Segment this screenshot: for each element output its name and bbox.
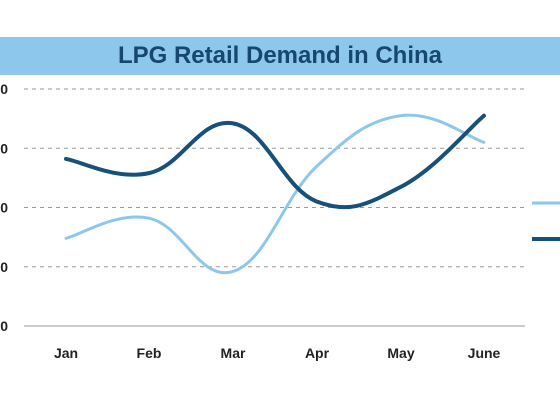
x-tick-label: Apr (305, 345, 330, 361)
x-tick-label: May (387, 345, 414, 361)
chart-title: LPG Retail Demand in China (117, 42, 443, 69)
y-tick-label: 0 (0, 200, 8, 216)
x-tick-label: Feb (137, 345, 162, 361)
series-line-1 (64, 113, 486, 275)
x-tick-label: Jan (54, 345, 78, 361)
title-banner (0, 37, 560, 75)
series-line-2 (64, 113, 486, 210)
y-tick-label: 0 (0, 81, 8, 97)
x-tick-label: Mar (221, 345, 246, 361)
y-tick-label: 0 (0, 259, 8, 275)
y-tick-label: 0 (0, 318, 8, 334)
x-tick-label: June (468, 345, 501, 361)
y-tick-label: 0 (0, 140, 8, 156)
